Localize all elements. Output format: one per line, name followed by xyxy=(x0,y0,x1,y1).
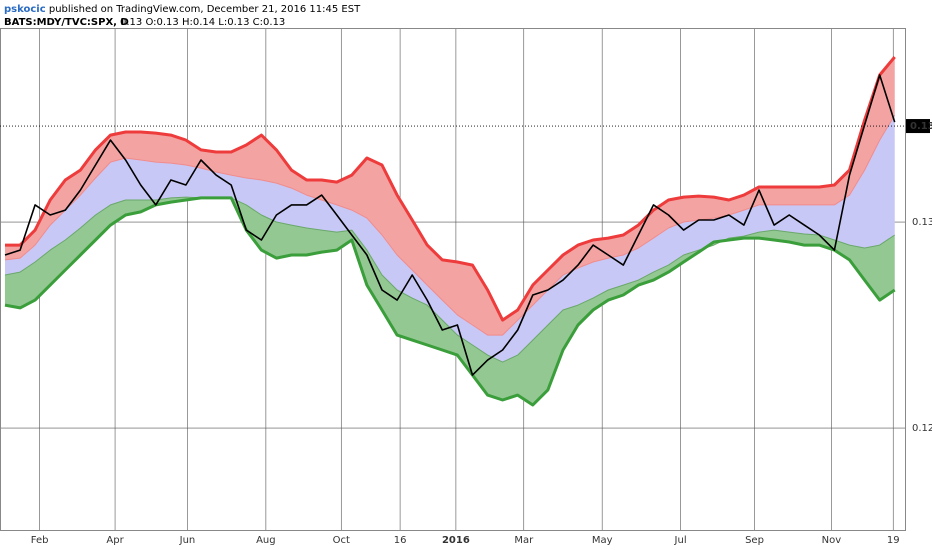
x-tick-label: Apr xyxy=(106,535,124,546)
x-tick-label: Aug xyxy=(256,535,276,546)
author[interactable]: pskocic xyxy=(4,4,46,15)
ohlc: 0.13 O:0.13 H:0.14 L:0.13 C:0.13 xyxy=(120,17,285,28)
x-tick-label: 2016 xyxy=(442,535,470,546)
x-tick-label: Jul xyxy=(674,535,687,546)
band-fill xyxy=(4,57,895,336)
symbol: BATS:MDY/TVC:SPX, D xyxy=(4,17,129,28)
band-fill xyxy=(4,115,895,363)
x-tick-label: Jun xyxy=(179,535,196,546)
plot xyxy=(0,28,905,530)
header-line: pskocic published on TradingView.com, De… xyxy=(4,4,361,15)
x-tick-label: Oct xyxy=(333,535,350,546)
x-tick-label: Feb xyxy=(31,535,49,546)
x-tick-label: Mar xyxy=(514,535,534,546)
x-tick-label: Sep xyxy=(745,535,764,546)
last-price-box xyxy=(906,119,930,134)
band-fill xyxy=(4,197,895,405)
plot-border xyxy=(0,28,906,531)
last-price-label: 0.13 xyxy=(910,121,932,132)
series-line xyxy=(4,196,896,407)
series-line xyxy=(4,74,896,376)
series-line xyxy=(5,56,896,322)
y-tick-label: 0.12 xyxy=(912,423,932,434)
published: published on TradingView.com, December 2… xyxy=(49,4,361,15)
y-tick-label: 0.13 xyxy=(912,217,932,228)
x-tick-label: 19 xyxy=(887,535,900,546)
x-tick-label: Nov xyxy=(822,535,842,546)
series-line xyxy=(4,114,896,336)
x-tick-label: 16 xyxy=(394,535,407,546)
x-tick-label: May xyxy=(592,535,613,546)
